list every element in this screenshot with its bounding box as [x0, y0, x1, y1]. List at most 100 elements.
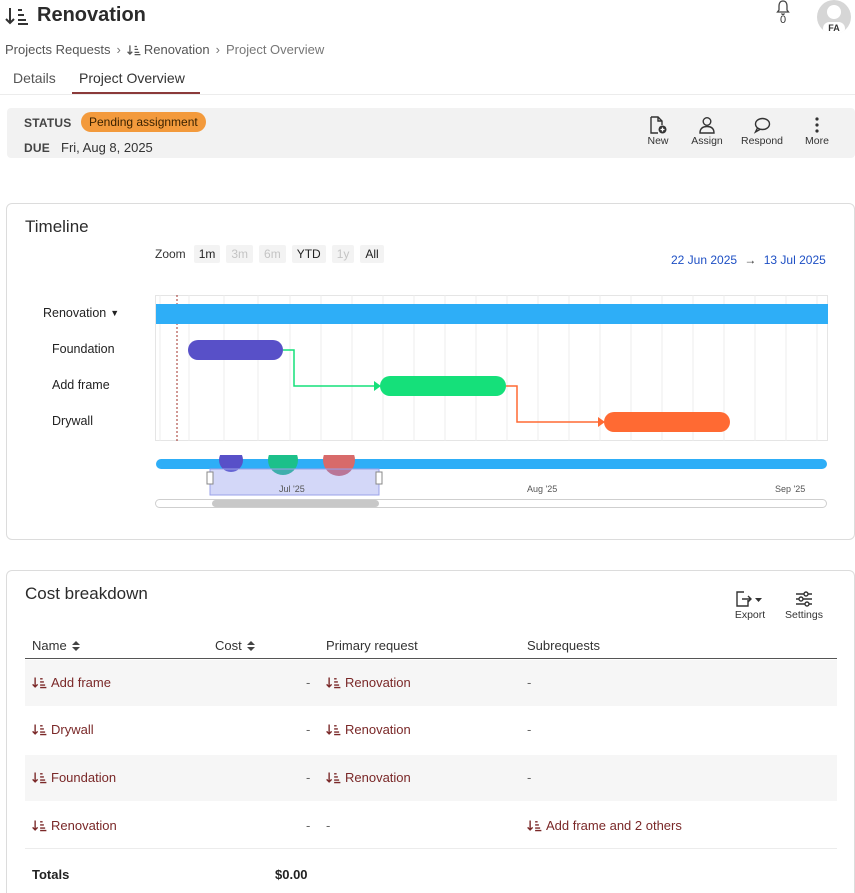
navigator-marker-drywall [323, 455, 355, 476]
assign-button[interactable]: Assign [682, 116, 732, 147]
sliders-icon [796, 591, 812, 607]
row-cost: - [306, 818, 311, 833]
breadcrumb-item-projects-requests[interactable]: Projects Requests [5, 42, 111, 57]
navigator-handle-right[interactable] [375, 471, 383, 485]
page-title: Renovation [5, 4, 146, 27]
more-button-label: More [805, 135, 829, 147]
column-header-label: Name [32, 638, 67, 653]
gantt-bar-drywall[interactable] [604, 412, 730, 432]
column-header-label: Cost [215, 638, 242, 653]
notifications-button[interactable]: 0 [768, 0, 798, 26]
row-name-link[interactable]: Add frame [32, 675, 111, 690]
column-header-primary-request: Primary request [326, 638, 418, 653]
table-header-divider [25, 658, 837, 659]
totals-label: Totals [32, 867, 70, 882]
zoom-all-button[interactable]: All [360, 245, 384, 263]
row-primary-link[interactable]: Renovation [326, 675, 411, 690]
column-header-subrequests: Subrequests [527, 638, 600, 653]
zoom-controls: Zoom 1m 3m 6m YTD 1y All [155, 245, 384, 263]
sort-icon [71, 640, 80, 651]
row-name-link[interactable]: Foundation [32, 770, 116, 785]
notification-count: 0 [779, 14, 787, 26]
row-name: Add frame [51, 675, 111, 690]
navigator-label-aug: Aug '25 [527, 484, 557, 494]
navigator-handle-left[interactable] [206, 471, 214, 485]
row-primary-link[interactable]: Renovation [326, 770, 411, 785]
dependency-arrow-add-frame-to-drywall [506, 385, 599, 423]
table-row: Renovation - - Add frame and 2 others [25, 803, 837, 849]
row-subrequests-link[interactable]: Add frame and 2 others [527, 818, 682, 833]
status-label: STATUS [24, 116, 72, 130]
row-name: Foundation [51, 770, 117, 785]
range-from[interactable]: 22 Jun 2025 [671, 253, 738, 267]
chevron-right-icon: › [116, 42, 121, 57]
navigator-label-sep: Sep '25 [775, 484, 805, 494]
gantt-row-label: Renovation [43, 306, 107, 320]
navigator-marker-add-frame [268, 455, 298, 475]
row-primary: Renovation [345, 770, 411, 785]
zoom-6m-button[interactable]: 6m [259, 245, 286, 263]
row-primary-link[interactable]: Renovation [326, 722, 411, 737]
gantt-row-add-frame[interactable]: Add frame [52, 378, 110, 392]
breadcrumb-item-renovation[interactable]: Renovation [126, 42, 210, 57]
more-button[interactable]: More [792, 116, 842, 147]
zoom-1y-button[interactable]: 1y [331, 245, 355, 263]
zoom-ytd-button[interactable]: YTD [291, 245, 326, 263]
gantt-bar-renovation[interactable] [156, 304, 828, 324]
active-tab-indicator [72, 92, 200, 94]
gantt-row-foundation[interactable]: Foundation [52, 342, 115, 356]
row-cost: - [306, 770, 311, 785]
due-date: Fri, Aug 8, 2025 [61, 140, 153, 155]
respond-button[interactable]: Respond [737, 116, 787, 147]
settings-label: Settings [785, 609, 823, 621]
row-primary: Renovation [345, 675, 411, 690]
navigator-scrollbar-thumb[interactable] [212, 500, 379, 507]
tab-details[interactable]: Details [13, 70, 56, 86]
row-cost: - [306, 722, 311, 737]
status-bar: STATUS Pending assignment DUE Fri, Aug 8… [7, 108, 855, 158]
range-arrow: → [744, 253, 757, 267]
sort-list-icon [527, 820, 542, 832]
row-name: Drywall [51, 722, 94, 737]
gantt-row-renovation[interactable]: Renovation ▼ [43, 306, 119, 320]
table-settings-button[interactable]: Settings [779, 590, 829, 621]
export-button[interactable]: Export [725, 590, 775, 621]
timeline-navigator[interactable]: Jul '25 Aug '25 Sep '25 [155, 455, 828, 510]
sort-list-icon [126, 44, 141, 55]
avatar[interactable]: FA [817, 0, 851, 34]
sort-list-icon [5, 7, 28, 25]
gantt-bar-foundation[interactable] [188, 340, 283, 360]
range-to[interactable]: 13 Jul 2025 [763, 253, 826, 267]
sort-list-icon [32, 677, 47, 689]
status-badge: Pending assignment [81, 112, 206, 132]
sort-list-icon [326, 677, 341, 689]
zoom-1m-button[interactable]: 1m [193, 245, 221, 263]
gantt-bar-add-frame[interactable] [380, 376, 506, 396]
export-label: Export [734, 609, 766, 621]
zoom-3m-button[interactable]: 3m [226, 245, 254, 263]
row-name-link[interactable]: Drywall [32, 722, 94, 737]
column-header-cost[interactable]: Cost [215, 638, 256, 653]
row-subrequests: Add frame and 2 others [546, 818, 682, 833]
timeline-title: Timeline [25, 217, 89, 236]
column-header-name[interactable]: Name [32, 638, 81, 653]
respond-button-label: Respond [740, 135, 784, 147]
dependency-arrow-foundation-to-add-frame [283, 349, 375, 387]
tab-project-overview[interactable]: Project Overview [79, 70, 185, 86]
navigator-series [156, 459, 827, 469]
chat-bubble-icon [753, 117, 771, 134]
date-range: 22 Jun 2025 → 13 Jul 2025 [671, 253, 826, 267]
gantt-row-drywall[interactable]: Drywall [52, 414, 93, 428]
navigator-label-jul: Jul '25 [279, 484, 305, 494]
arrowhead-icon [374, 381, 381, 391]
row-primary: Renovation [345, 722, 411, 737]
row-name-link[interactable]: Renovation [32, 818, 117, 833]
timeline-card [6, 203, 855, 540]
row-subrequests: - [527, 770, 532, 785]
new-button[interactable]: New [633, 116, 683, 147]
row-name: Renovation [51, 818, 117, 833]
sort-icon [246, 640, 255, 651]
cost-card [6, 570, 855, 893]
breadcrumb-item-current: Project Overview [225, 42, 325, 57]
person-icon [699, 117, 715, 134]
